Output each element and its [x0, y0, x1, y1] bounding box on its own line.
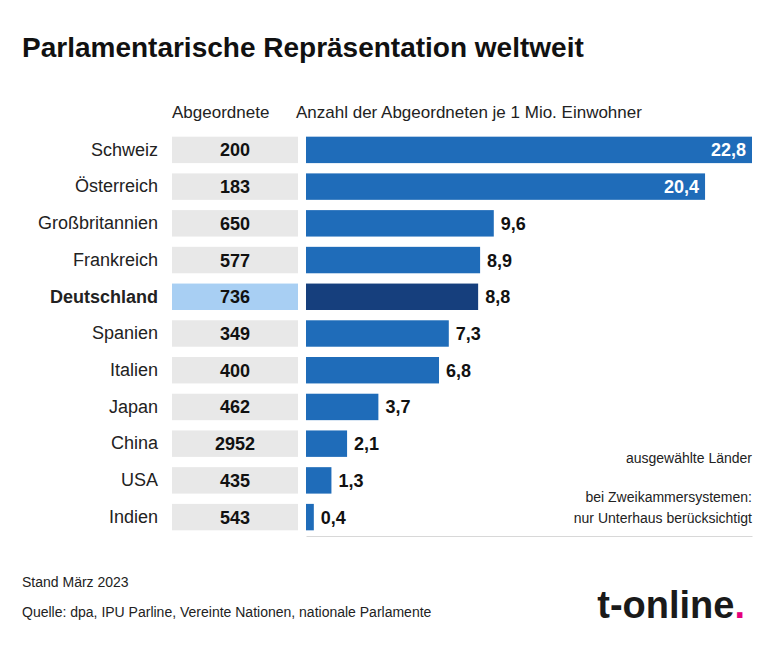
chart: Parlamentarische Repräsentation weltweit…	[0, 0, 768, 648]
y-axis: Schweiz Österreich Großbritannien Frankreic…	[38, 140, 159, 527]
tick: Italien	[110, 360, 158, 380]
deputies-box	[172, 394, 298, 420]
bar	[306, 247, 480, 273]
tick: Spanien	[92, 323, 158, 343]
category-label: Japan	[109, 397, 158, 417]
deputies-value: 462	[220, 397, 250, 417]
logo: t-online.	[597, 584, 745, 626]
annotation: ausgewählte Länder	[626, 450, 752, 466]
deputies-box	[172, 247, 298, 273]
data-label: 0,4	[321, 508, 346, 528]
deputies-value: 400	[220, 361, 250, 381]
data-label: 9,6	[501, 214, 526, 234]
column-header: Abgeordnete	[172, 103, 269, 122]
tick: Großbritannien	[38, 213, 158, 233]
annotation: nur Unterhaus berücksichtigt	[574, 510, 752, 526]
deputies-box	[172, 210, 298, 236]
bar	[306, 430, 347, 456]
data-label: 1,3	[338, 471, 363, 491]
bar	[306, 137, 752, 163]
tick: Österreich	[75, 176, 158, 196]
data-label: 3,7	[385, 397, 410, 417]
deputies-box	[172, 357, 298, 383]
deputies-box	[172, 173, 298, 199]
tick: Deutschland	[50, 287, 158, 307]
deputies-value: 543	[220, 508, 250, 528]
tick: China	[111, 433, 159, 453]
category-label: USA	[121, 470, 158, 490]
bar	[306, 284, 478, 310]
bar	[306, 210, 494, 236]
x-axis	[307, 536, 753, 537]
deputies-value: 183	[220, 177, 250, 197]
category-label: Italien	[110, 360, 158, 380]
bar	[306, 394, 378, 420]
category-label: Indien	[109, 507, 158, 527]
bar	[306, 504, 314, 530]
deputies-box	[172, 320, 298, 346]
bar	[306, 173, 705, 199]
deputies-box	[172, 137, 298, 163]
deputies-box	[172, 467, 298, 493]
column-header: Anzahl der Abgeordneten je 1 Mio. Einwoh…	[296, 103, 642, 122]
deputies-value: 349	[220, 324, 250, 344]
data-label: 2,1	[354, 434, 379, 454]
data-labels: 22,8 20,4 9,6 8,9 8,87,3 6,8 3,7 2,1 1,3 0,4	[321, 140, 746, 527]
deputies-value: 2952	[215, 434, 255, 454]
deputies-value: 435	[220, 471, 250, 491]
deputies-value: 200	[220, 140, 250, 160]
deputies-value: 650	[220, 214, 250, 234]
data-label: 7,3	[456, 324, 481, 344]
category-label: Österreich	[75, 176, 158, 196]
deputies-box	[172, 430, 298, 456]
tick: Frankreich	[73, 250, 158, 270]
category-label: Spanien	[92, 323, 158, 343]
title: Parlamentarische Repräsentation weltweit	[22, 32, 584, 63]
category-label: China	[111, 433, 159, 453]
data-label: 6,8	[446, 361, 471, 381]
deputies-box	[172, 284, 298, 310]
category-label: Deutschland	[50, 287, 158, 307]
tick: Japan	[109, 397, 158, 417]
deputies-value: 736	[220, 287, 250, 307]
data-label: 20,4	[664, 177, 699, 197]
category-label: Frankreich	[73, 250, 158, 270]
bar	[306, 320, 449, 346]
category-label: Großbritannien	[38, 213, 158, 233]
bar	[306, 467, 331, 493]
deputies-box	[172, 504, 298, 530]
logo-text: t-online	[597, 584, 734, 626]
logo-dot: .	[734, 584, 745, 626]
category-label: Schweiz	[91, 140, 158, 160]
tick: Indien	[109, 507, 158, 527]
deputies-column: 200 183 650 577 736 349 400 462 2952 435 543	[172, 137, 298, 531]
footer: Quelle: dpa, IPU Parline, Vereinte Natio…	[22, 604, 432, 620]
axis-line	[307, 536, 753, 537]
data-label: 8,9	[487, 251, 512, 271]
tick: Schweiz	[91, 140, 158, 160]
bar	[306, 357, 439, 383]
annotation: bei Zweikammersystemen:	[586, 489, 753, 505]
bars	[306, 137, 752, 531]
deputies-value: 577	[220, 251, 250, 271]
footer: Stand März 2023	[22, 574, 129, 590]
data-label: 22,8	[711, 140, 746, 160]
data-label: 8,8	[485, 287, 510, 307]
tick: USA	[121, 470, 158, 490]
